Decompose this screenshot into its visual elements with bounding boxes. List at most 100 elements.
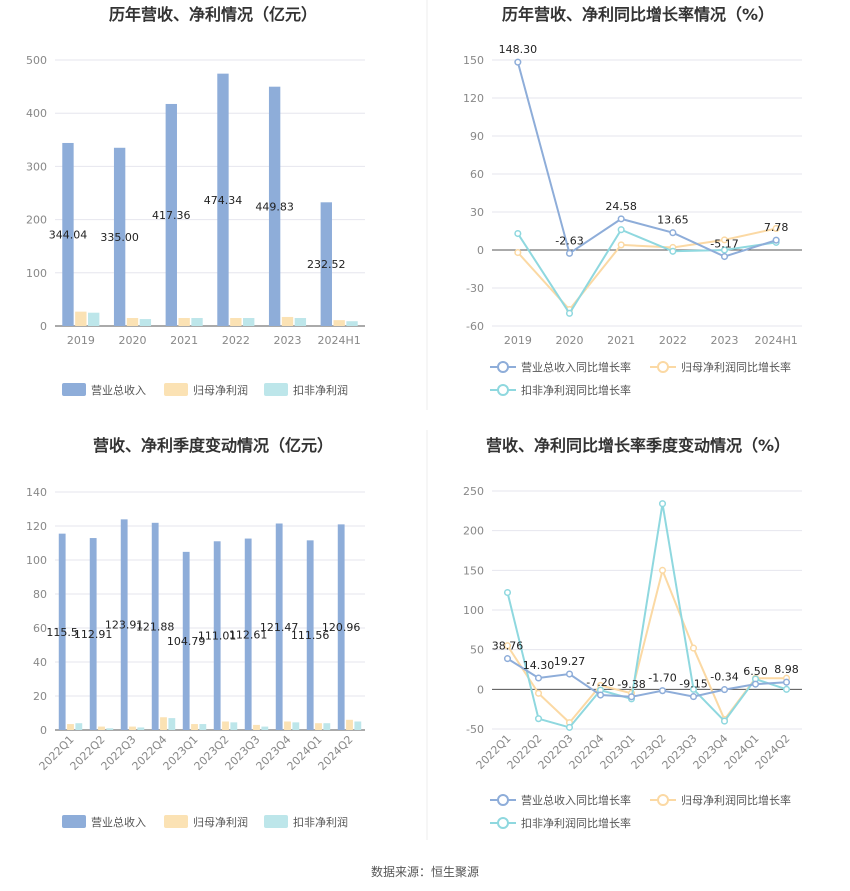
bar [275, 523, 283, 730]
y-tick-label: 200 [463, 525, 484, 538]
bar-value-label: 417.36 [152, 209, 191, 222]
bar [75, 723, 83, 730]
x-tick-label: 2024H1 [318, 334, 361, 347]
chart-title: 历年营收、净利情况（亿元） [109, 5, 317, 24]
y-tick-label: 60 [470, 168, 484, 181]
legend-marker [657, 361, 669, 373]
data-point [782, 678, 791, 686]
x-tick-label: 2020 [119, 334, 147, 347]
y-tick-label: 0 [477, 683, 484, 696]
series-line [516, 228, 777, 316]
data-point [689, 693, 698, 701]
bar [89, 538, 97, 730]
series-line [516, 61, 777, 258]
y-tick-label: 100 [26, 267, 47, 280]
y-tick-label: 0 [40, 724, 47, 737]
bar [137, 727, 145, 730]
bar [88, 312, 100, 326]
x-tick-label: 2021 [170, 334, 198, 347]
y-tick-label: 150 [463, 564, 484, 577]
data-value-label: -2.63 [555, 234, 583, 247]
bar [320, 202, 332, 326]
data-point [720, 686, 729, 694]
chart-title: 历年营收、净利同比增长率情况（%） [502, 5, 774, 24]
annual-growth-rate-chart: 历年营收、净利同比增长率情况（%） -60 -30 0 30 60 90 120 150 2019… [463, 5, 802, 397]
bar [230, 318, 242, 326]
bar [337, 524, 345, 730]
data-value-label: -1.70 [648, 672, 676, 685]
x-tick-label: 2021 [607, 334, 635, 347]
data-point [514, 248, 522, 257]
legend-label: 营业总收入同比增长率 [521, 360, 631, 374]
y-tick-label: 50 [470, 644, 484, 657]
bar [243, 318, 255, 326]
data-point [751, 680, 760, 688]
bar [191, 318, 203, 326]
y-tick-label: 140 [26, 486, 47, 499]
bar-value-label: 344.04 [49, 228, 88, 241]
data-value-label: 13.65 [657, 214, 689, 227]
y-tick-label: 0 [40, 320, 47, 333]
bar [333, 320, 345, 326]
chart-title: 营收、净利同比增长率季度变动情况（%） [486, 436, 790, 455]
x-tick-label: 2019 [67, 334, 95, 347]
data-point [669, 229, 677, 237]
bar [346, 321, 358, 326]
y-tick-label: 250 [463, 485, 484, 498]
data-point [627, 693, 636, 701]
legend-label: 扣非净利润 [293, 383, 348, 397]
bar [222, 721, 229, 730]
legend-label: 扣非净利润同比增长率 [521, 383, 631, 397]
data-point [534, 715, 543, 723]
chart-title: 营收、净利季度变动情况（亿元） [93, 436, 333, 455]
bar [244, 538, 252, 730]
x-tick-label: 2023 [711, 334, 739, 347]
y-tick-label: 100 [26, 554, 47, 567]
bar [268, 86, 281, 327]
data-point [772, 224, 780, 233]
bar [182, 551, 190, 730]
quarterly-revenue-profit-chart: 营收、净利季度变动情况（亿元）0204060801001201402022Q12… [26, 436, 365, 829]
bar [292, 722, 300, 730]
data-point [534, 689, 543, 697]
data-value-label: 38.76 [492, 640, 524, 653]
data-value-label: -5.17 [710, 238, 738, 251]
legend-label: 扣非净利润 [293, 815, 348, 829]
bar [354, 721, 362, 730]
data-point [720, 252, 729, 261]
y-tick-label: -50 [466, 723, 484, 736]
bar-value-label: 121.88 [136, 620, 175, 633]
data-point [617, 226, 625, 234]
bar [253, 724, 260, 730]
data-point [658, 566, 667, 574]
bar [126, 318, 139, 326]
bar-value-label: 111.01 [198, 630, 237, 643]
legend-label: 营业总收入 [91, 383, 146, 397]
y-tick-label: 200 [26, 214, 47, 227]
y-tick-label: 120 [26, 520, 47, 533]
legend-swatch [164, 815, 188, 828]
legend-marker [497, 817, 509, 829]
bar-value-label: 335.00 [100, 231, 139, 244]
bar [315, 723, 322, 730]
bar-value-label: 104.79 [167, 635, 206, 648]
y-tick-label: 90 [470, 130, 484, 143]
legend-label: 扣非净利润同比增长率 [521, 816, 631, 830]
x-tick-label: 2019 [504, 334, 532, 347]
x-tick-label: 2023 [274, 334, 302, 347]
legend-swatch [164, 383, 188, 396]
data-value-label: -7.20 [586, 676, 614, 689]
data-point [596, 691, 605, 699]
bar [168, 718, 176, 730]
bar [62, 142, 74, 326]
bar-value-label: 123.91 [105, 619, 144, 632]
legend-swatch [264, 815, 288, 828]
bar [261, 726, 269, 730]
bar [281, 316, 294, 326]
legend-label: 营业总收入同比增长率 [521, 793, 631, 807]
y-tick-label: 20 [33, 690, 47, 703]
x-tick-label: 2024H1 [755, 334, 798, 347]
data-point [782, 685, 791, 693]
data-value-label: 148.30 [499, 43, 538, 56]
bar [323, 723, 331, 730]
